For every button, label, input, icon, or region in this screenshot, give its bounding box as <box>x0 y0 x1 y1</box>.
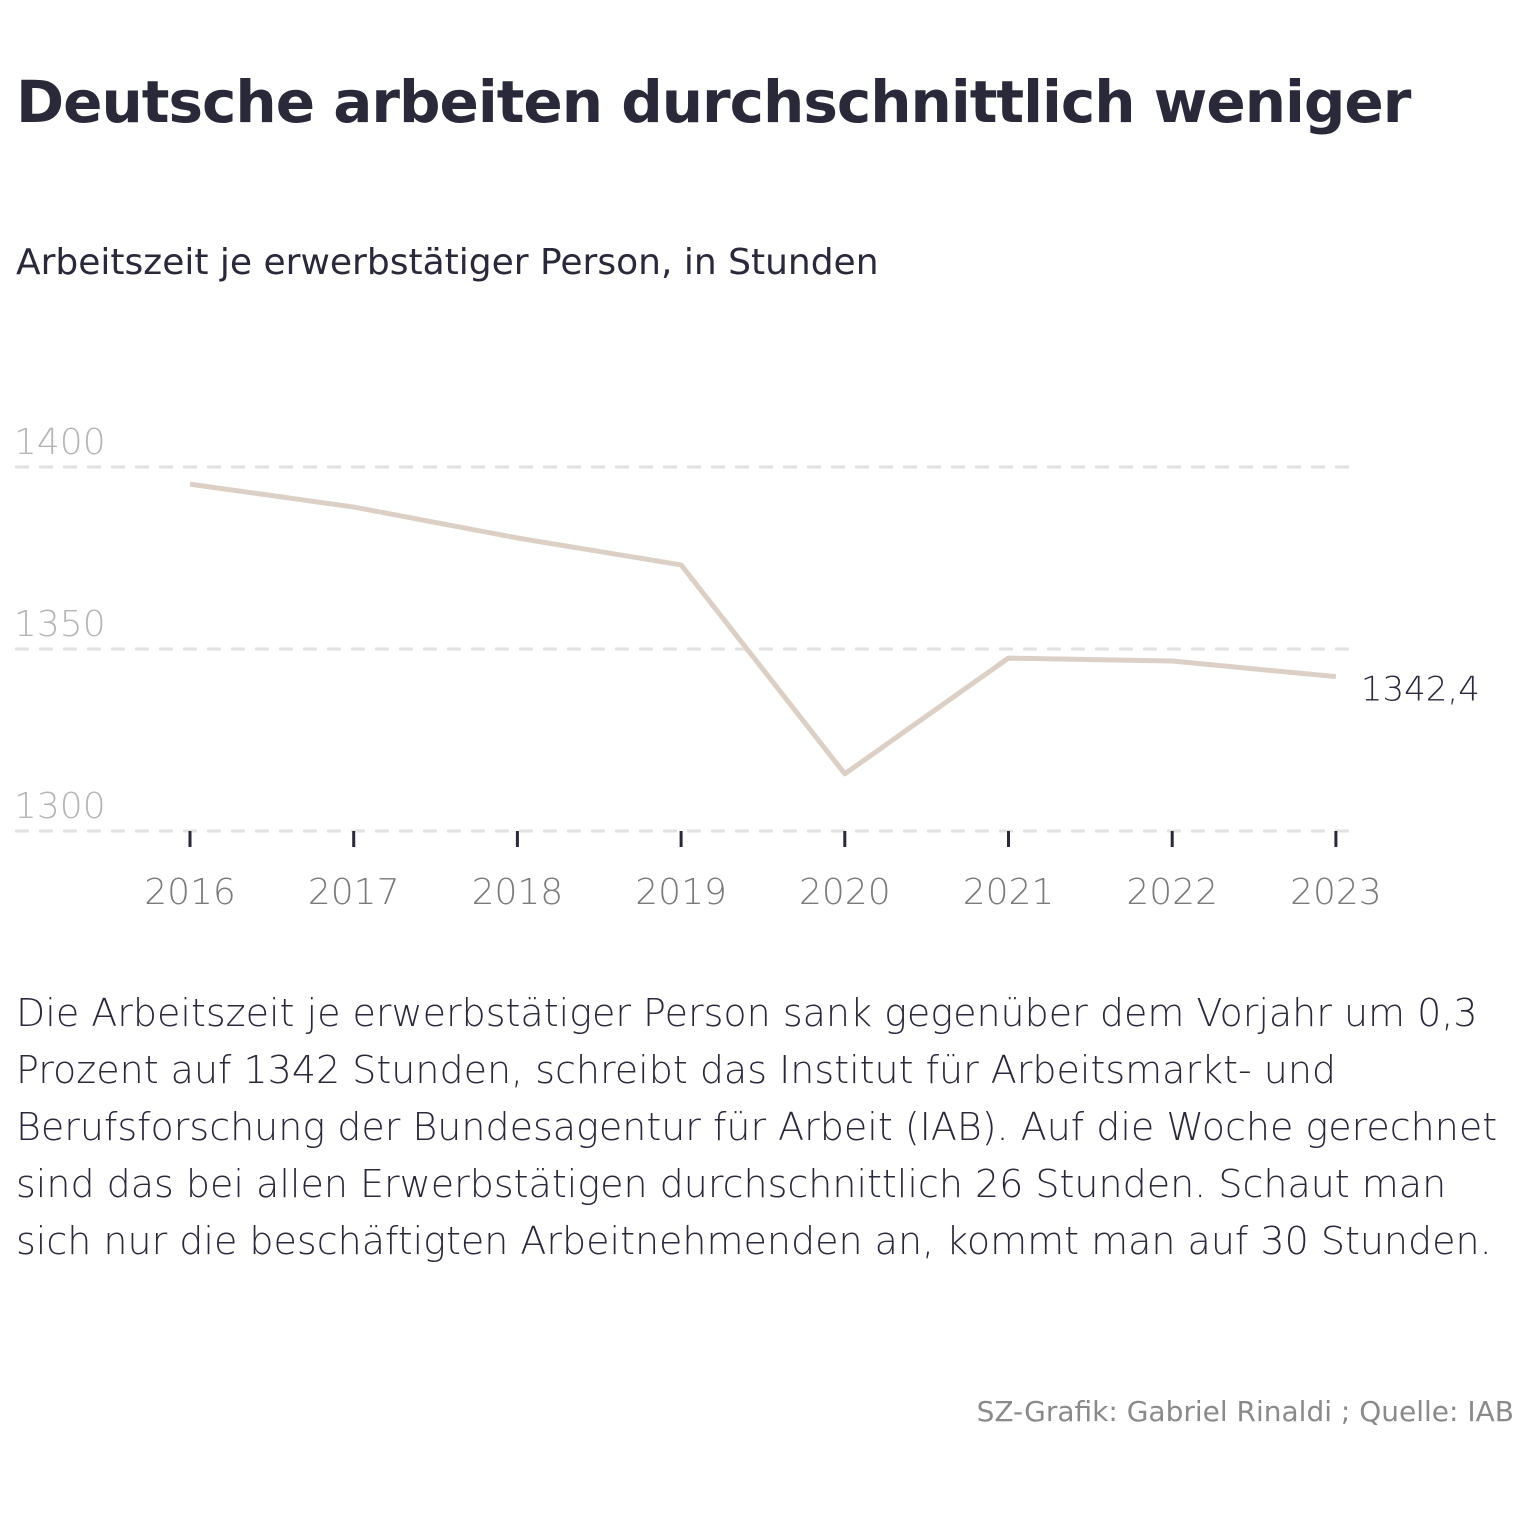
x-tick-label: 2017 <box>308 872 400 913</box>
x-tick-label: 2019 <box>635 872 727 913</box>
chart-subtitle: Arbeitszeit je erwerbstätiger Person, in… <box>16 242 879 283</box>
x-tick-label: 2021 <box>963 872 1055 913</box>
end-value-label: 1342,4 <box>1361 670 1480 710</box>
x-tick-label: 2018 <box>472 872 564 913</box>
line-chart: 1300 1350 1400 2016 2017 2018 2019 2020 2021 2022… <box>14 422 1480 913</box>
y-tick-label: 1300 <box>14 786 106 827</box>
data-line <box>189 481 1337 777</box>
y-tick-label: 1350 <box>14 604 106 645</box>
x-tick-label: 2016 <box>144 872 236 913</box>
x-tick-label: 2022 <box>1126 872 1218 913</box>
x-tick-label: 2020 <box>799 872 891 913</box>
source-credit: SZ-Grafik: Gabriel Rinaldi ; Quelle: IAB <box>976 1395 1514 1428</box>
chart-title: Deutsche arbeiten durchschnittlich wenig… <box>16 68 1411 136</box>
y-tick-label: 1400 <box>14 422 106 463</box>
x-tick-label: 2023 <box>1290 872 1382 913</box>
description-text: Die Arbeitszeit je erwerbstätiger Person… <box>16 991 1498 1263</box>
